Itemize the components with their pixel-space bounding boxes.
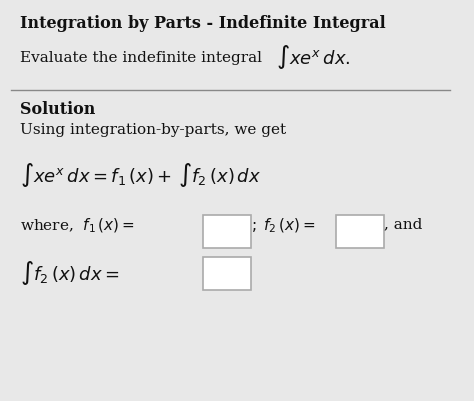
- Text: Using integration-by-parts, we get: Using integration-by-parts, we get: [20, 123, 286, 137]
- FancyBboxPatch shape: [203, 257, 251, 290]
- FancyBboxPatch shape: [203, 216, 251, 248]
- Text: Solution: Solution: [20, 101, 95, 118]
- Text: $\int xe^{x}\, dx = f_1\,(x) +\, \int f_2\,(x)\, dx$: $\int xe^{x}\, dx = f_1\,(x) +\, \int f_…: [20, 161, 261, 188]
- Text: Evaluate the indefinite integral: Evaluate the indefinite integral: [20, 51, 262, 65]
- Text: $;\; f_2\,(x) =$: $;\; f_2\,(x) =$: [251, 217, 316, 235]
- Text: $\int xe^{x}\, dx.$: $\int xe^{x}\, dx.$: [276, 43, 351, 71]
- Text: , and: , and: [384, 217, 422, 231]
- FancyBboxPatch shape: [336, 216, 384, 248]
- Text: where,  $f_1\,(x) =$: where, $f_1\,(x) =$: [20, 217, 135, 235]
- Text: Integration by Parts - Indefinite Integral: Integration by Parts - Indefinite Integr…: [20, 15, 385, 32]
- Text: $\int f_2\,(x)\, dx =$: $\int f_2\,(x)\, dx =$: [20, 258, 119, 286]
